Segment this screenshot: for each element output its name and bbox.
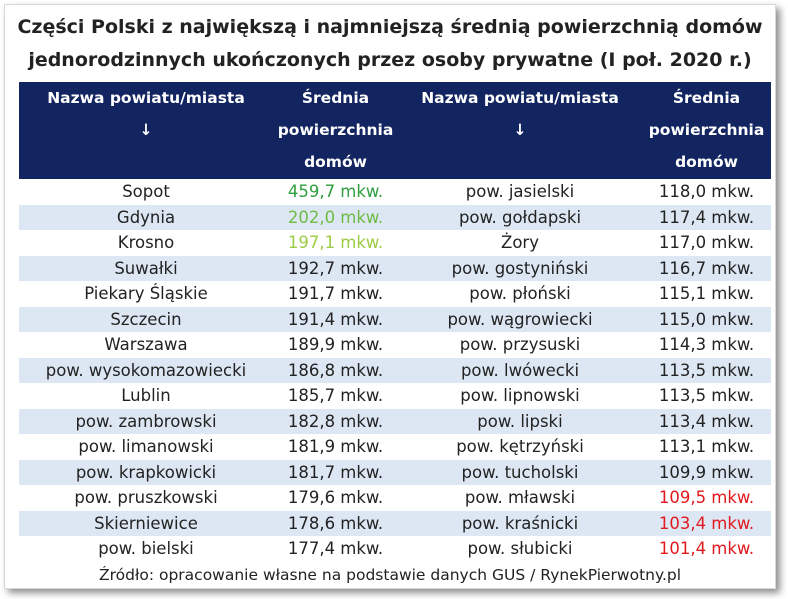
cell-name-high: pow. wysokomazowiecki (19, 357, 273, 383)
arrow-down-icon: ↓ (513, 121, 527, 139)
arrow-down-icon: ↓ (139, 121, 153, 139)
cell-value-high: 177,4 mkw. (273, 536, 398, 562)
cell-name-low: pow. jasielski (398, 179, 642, 205)
cell-name-low: pow. lwówecki (398, 357, 642, 383)
table-row: Gdynia 202,0 mkw. pow. gołdapski 117,4 mkw. (19, 204, 771, 230)
cell-name-high: pow. zambrowski (19, 408, 273, 434)
table-row: pow. krapkowicki 181,7 mkw. pow. tucholski… (19, 459, 771, 485)
cell-value-high: 186,8 mkw. (273, 357, 398, 383)
source-note: Źródło: opracowanie własne na podstawie … (98, 566, 682, 584)
cell-name-low: pow. gostyniński (398, 255, 642, 281)
cell-name-low: pow. tucholski (398, 459, 642, 485)
header-name-low: Nazwa powiatu/miasta ↓ (398, 82, 642, 179)
table-row: Lublin 185,7 mkw. pow. lipnowski 113,5 mkw. (19, 383, 771, 409)
cell-name-low: pow. płoński (398, 281, 642, 307)
cell-name-low: pow. kętrzyński (398, 434, 642, 460)
cell-value-high: 178,6 mkw. (273, 510, 398, 536)
cell-value-low: 113,4 mkw. (642, 408, 771, 434)
cell-value-low: 114,3 mkw. (642, 332, 771, 358)
cell-name-low: pow. gołdapski (398, 204, 642, 230)
cell-name-low: pow. kraśnicki (398, 510, 642, 536)
table-row: pow. bielski 177,4 mkw. pow. słubicki 101,4… (19, 536, 771, 562)
cell-value-low: 116,7 mkw. (642, 255, 771, 281)
cell-name-high: Suwałki (19, 255, 273, 281)
cell-name-low: pow. wągrowiecki (398, 306, 642, 332)
header-avg-high: Średnia powierzchnia domów (273, 82, 398, 179)
cell-name-high: pow. pruszkowski (19, 485, 273, 511)
table-row: Suwałki 192,7 mkw. pow. gostyniński 116,7 m… (19, 255, 771, 281)
header-row: Nazwa powiatu/miasta ↓ Średnia powierzch… (19, 82, 771, 179)
cell-value-high: 179,6 mkw. (273, 485, 398, 511)
comparison-table: Nazwa powiatu/miasta ↓ Średnia powierzch… (19, 82, 771, 562)
table-row: pow. wysokomazowiecki 186,8 mkw. pow. lwów… (19, 357, 771, 383)
cell-name-low: pow. lipnowski (398, 383, 642, 409)
cell-name-high: Skierniewice (19, 510, 273, 536)
cell-name-high: Krosno (19, 230, 273, 256)
table-row: pow. zambrowski 182,8 mkw. pow. lipski 113,… (19, 408, 771, 434)
cell-value-high: 202,0 mkw. (273, 204, 398, 230)
cell-value-low: 109,5 mkw. (642, 485, 771, 511)
header-name-high: Nazwa powiatu/miasta ↓ (19, 82, 273, 179)
cell-value-low: 109,9 mkw. (642, 459, 771, 485)
cell-name-high: Lublin (19, 383, 273, 409)
cell-value-low: 115,0 mkw. (642, 306, 771, 332)
cell-value-low: 115,1 mkw. (642, 281, 771, 307)
cell-value-high: 191,7 mkw. (273, 281, 398, 307)
cell-value-low: 103,4 mkw. (642, 510, 771, 536)
cell-name-low: pow. przysuski (398, 332, 642, 358)
cell-name-high: Gdynia (19, 204, 273, 230)
cell-value-low: 113,5 mkw. (642, 357, 771, 383)
cell-name-high: pow. limanowski (19, 434, 273, 460)
cell-value-high: 189,9 mkw. (273, 332, 398, 358)
table-row: pow. limanowski 181,9 mkw. pow. kętrzyński… (19, 434, 771, 460)
cell-value-high: 459,7 mkw. (273, 179, 398, 205)
table-row: pow. pruszkowski 179,6 mkw. pow. mławski 10… (19, 485, 771, 511)
header-avg-low: Średnia powierzchnia domów (642, 82, 771, 179)
cell-name-high: pow. bielski (19, 536, 273, 562)
table-row: Krosno 197,1 mkw. Żory 117,0 mkw. (19, 230, 771, 256)
cell-name-high: Sopot (19, 179, 273, 205)
cell-name-low: Żory (398, 230, 642, 256)
infographic-card: Części Polski z największą i najmniejszą… (4, 4, 776, 589)
cell-value-high: 181,9 mkw. (273, 434, 398, 460)
title-line-1: Części Polski z największą i najmniejszą… (17, 16, 763, 38)
cell-name-low: pow. mławski (398, 485, 642, 511)
cell-value-high: 185,7 mkw. (273, 383, 398, 409)
cell-value-high: 197,1 mkw. (273, 230, 398, 256)
cell-value-low: 118,0 mkw. (642, 179, 771, 205)
table-row: Skierniewice 178,6 mkw. pow. kraśnicki 103,… (19, 510, 771, 536)
cell-value-high: 191,4 mkw. (273, 306, 398, 332)
cell-value-low: 113,1 mkw. (642, 434, 771, 460)
title-line-2: jednorodzinnych ukończonych przez osoby … (28, 49, 752, 71)
cell-value-low: 117,4 mkw. (642, 204, 771, 230)
cell-value-low: 117,0 mkw. (642, 230, 771, 256)
cell-name-high: pow. krapkowicki (19, 459, 273, 485)
cell-name-high: Szczecin (19, 306, 273, 332)
cell-value-high: 181,7 mkw. (273, 459, 398, 485)
cell-name-high: Piekary Śląskie (19, 281, 273, 307)
cell-name-low: pow. słubicki (398, 536, 642, 562)
table-row: Warszawa 189,9 mkw. pow. przysuski 114,3 mk… (19, 332, 771, 358)
cell-name-high: Warszawa (19, 332, 273, 358)
table-row: Szczecin 191,4 mkw. pow. wągrowiecki 115,0 … (19, 306, 771, 332)
title: Części Polski z największą i najmniejszą… (5, 11, 775, 77)
table-row: Piekary Śląskie 191,7 mkw. pow. płoński 115… (19, 281, 771, 307)
cell-value-high: 192,7 mkw. (273, 255, 398, 281)
cell-value-low: 113,5 mkw. (642, 383, 771, 409)
cell-name-low: pow. lipski (398, 408, 642, 434)
cell-value-high: 182,8 mkw. (273, 408, 398, 434)
table-row: Sopot 459,7 mkw. pow. jasielski 118,0 mkw. (19, 179, 771, 205)
cell-value-low: 101,4 mkw. (642, 536, 771, 562)
